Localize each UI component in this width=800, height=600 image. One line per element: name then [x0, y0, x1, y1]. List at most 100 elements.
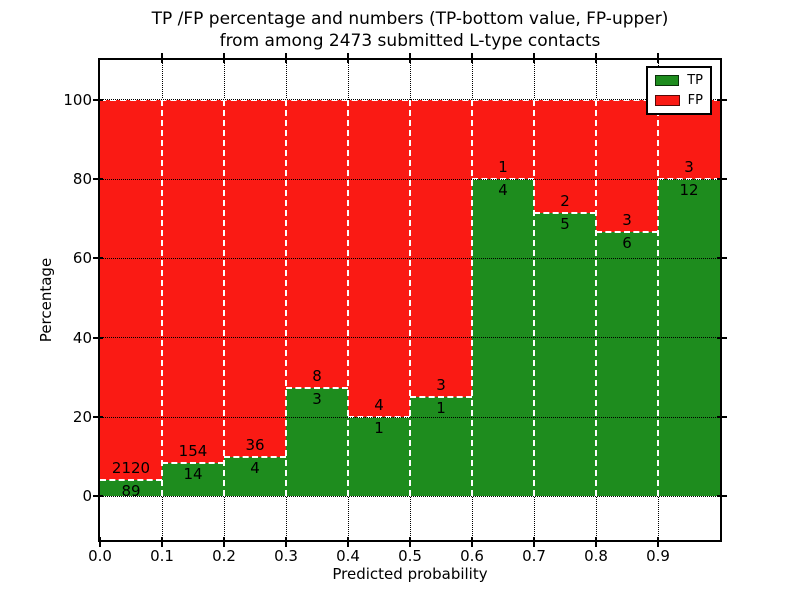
bar-segment-tp: [534, 213, 596, 497]
bar-edge: [595, 99, 597, 497]
legend-label-fp: FP: [687, 93, 703, 108]
x-tick-top: [595, 53, 597, 63]
y-tick-right: [717, 178, 727, 180]
annotation-fp-count: 3: [436, 376, 446, 395]
x-tick-label: 0.8: [584, 547, 608, 565]
bar-edge: [534, 212, 596, 214]
annotation-fp-count: 4: [374, 396, 384, 415]
x-tick-top: [471, 53, 473, 63]
bar-segment-fp: [100, 99, 162, 481]
annotation-tp-count: 12: [679, 181, 699, 199]
bar-segment-tp: [348, 417, 410, 497]
legend-item-fp: FP: [655, 94, 703, 107]
legend: TP FP: [646, 66, 712, 115]
x-tick-bottom: [347, 537, 349, 547]
y-tick-label: 60: [72, 249, 92, 268]
x-tick-top: [161, 53, 163, 63]
bar-segment-tp: [100, 480, 162, 497]
bar-segment-fp: [286, 99, 348, 389]
y-tick-left: [93, 257, 103, 260]
bar-segment-tp: [224, 456, 286, 497]
bar-segment-tp: [596, 231, 658, 497]
y-tick-label: 100: [63, 90, 92, 109]
annotation-tp-count: 1: [374, 419, 384, 438]
y-tick-left: [93, 336, 103, 339]
annotation-tp-count: 6: [622, 233, 632, 252]
bar-edge: [223, 99, 225, 497]
annotation-tp-count: 89: [121, 482, 141, 501]
annotation-fp-count: 36: [245, 435, 265, 454]
x-tick-label: 0.3: [274, 547, 298, 565]
x-tick-top: [533, 53, 535, 63]
annotation-tp-count: 5: [560, 215, 570, 233]
x-tick-label: 0.6: [460, 547, 484, 565]
x-tick-bottom: [223, 537, 225, 547]
bar-edge: [286, 387, 348, 390]
annotation-fp-count: 2120: [111, 459, 151, 478]
y-tick-label: 40: [72, 328, 92, 347]
x-tick-label: 0.4: [336, 547, 360, 565]
gridline-y-60: [100, 257, 720, 259]
gridline-y-0: [100, 495, 720, 497]
gridline-y-20: [100, 416, 720, 418]
bar-edge: [224, 455, 286, 458]
x-tick-bottom: [657, 537, 659, 547]
annotation-fp-count: 1: [498, 158, 508, 176]
x-tick-label: 0.0: [88, 547, 112, 565]
x-tick-top: [223, 53, 225, 63]
bar-segment-fp: [224, 99, 286, 457]
x-axis-label: Predicted probability: [332, 565, 488, 583]
x-tick-top: [347, 53, 349, 63]
x-tick-bottom: [161, 537, 163, 547]
y-tick-right: [717, 98, 727, 101]
chart-title: TP /FP percentage and numbers (TP-bottom…: [100, 8, 720, 52]
gridline-y-40: [100, 337, 720, 339]
x-tick-bottom: [99, 537, 101, 547]
annotation-tp-count: 3: [312, 390, 322, 409]
x-tick-bottom: [285, 537, 287, 547]
gridline-y-100: [100, 99, 720, 101]
annotation-tp-count: 14: [183, 465, 203, 484]
bar-edge: [657, 99, 659, 497]
bar-edge: [410, 396, 472, 399]
bar-segment-fp: [534, 99, 596, 213]
y-tick-left: [93, 178, 103, 180]
chart-title-line2: from among 2473 submitted L-type contact…: [219, 31, 601, 51]
annotation-fp-count: 8: [312, 367, 322, 386]
bar-edge: [471, 99, 473, 497]
annotation-tp-count: 4: [250, 458, 260, 477]
annotation-tp-count: 1: [436, 399, 446, 418]
x-tick-top: [285, 53, 287, 63]
annotation-fp-count: 2: [560, 192, 570, 210]
x-tick-label: 0.5: [398, 547, 422, 565]
y-tick-left: [93, 98, 103, 101]
bar-segment-tp: [410, 397, 472, 497]
bar-edge: [596, 230, 658, 233]
tp-color-swatch: [655, 75, 680, 86]
bar-edge: [161, 99, 163, 497]
bar-edge: [162, 462, 224, 465]
legend-label-tp: TP: [687, 73, 703, 88]
x-tick-top: [409, 53, 411, 63]
x-tick-label: 0.1: [150, 547, 174, 565]
y-tick-right: [717, 495, 727, 498]
fp-color-swatch: [655, 95, 680, 106]
annotation-fp-count: 3: [684, 158, 694, 176]
bar-segment-tp: [162, 463, 224, 497]
x-tick-label: 0.7: [522, 547, 546, 565]
plot-area: 2120 89 154 14 36 4 8 3 4 1 3 1 1 4 2 5 3 6 3 12 0 20 40 60 80 10…: [63, 53, 727, 565]
bar-edge: [347, 99, 349, 497]
x-tick-bottom: [595, 537, 597, 547]
x-tick-label: 0.2: [212, 547, 236, 565]
annotation-fp-count: 154: [178, 442, 208, 461]
annotation-tp-count: 4: [498, 181, 508, 199]
y-tick-right: [717, 257, 727, 260]
y-tick-right: [717, 416, 727, 419]
legend-item-tp: TP: [655, 74, 703, 87]
y-tick-left: [93, 495, 103, 498]
x-tick-bottom: [409, 537, 411, 547]
chart-title-line1: TP /FP percentage and numbers (TP-bottom…: [151, 9, 669, 29]
y-tick-label: 20: [72, 408, 92, 427]
x-tick-bottom: [471, 537, 473, 547]
